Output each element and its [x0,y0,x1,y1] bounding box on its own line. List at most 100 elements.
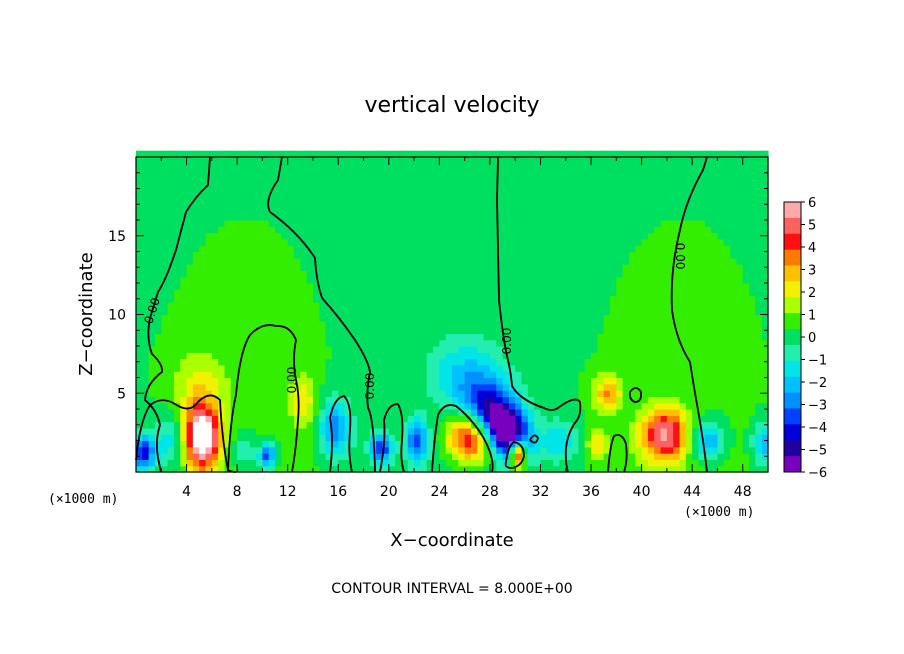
heat-cell [584,295,592,303]
heat-cell [673,446,681,454]
heat-cell [749,346,756,353]
heat-cell [192,409,200,416]
heat-cell [730,270,737,278]
heat-cell [603,226,611,234]
heat-cell [167,377,175,385]
heat-cell [420,220,428,227]
heat-cell [199,409,207,416]
heat-cell [136,283,143,290]
heat-cell [407,207,415,215]
heat-cell [224,390,232,397]
heat-cell [641,465,649,473]
heat-cell [369,358,377,366]
heat-cell [723,220,731,227]
heat-cell [521,270,529,278]
heat-cell [376,459,384,467]
heat-cell [199,308,207,316]
heat-cell [603,352,611,360]
heat-cell [635,276,643,284]
heat-cell [622,194,630,202]
heat-cell [452,301,459,309]
heat-cell [199,163,207,171]
heat-cell [521,301,529,309]
heat-cell [363,188,371,196]
heat-cell [281,396,289,404]
heat-cell [136,194,143,202]
heat-cell [628,150,636,158]
heat-cell [654,308,662,316]
heat-cell [749,188,756,196]
heat-cell [230,251,238,259]
heat-cell [230,364,238,372]
heat-cell [369,346,377,353]
heat-cell [496,327,504,334]
heat-cell [553,257,561,265]
heat-cell [300,459,308,467]
heat-cell [546,427,554,435]
heat-cell [433,276,440,284]
heat-cell [578,182,586,190]
heat-cell [591,226,598,234]
heat-cell [572,434,579,442]
heat-cell [515,434,523,442]
heat-cell [433,402,440,410]
heat-cell [300,352,308,360]
heat-cell [180,201,188,208]
heat-cell [180,415,188,423]
heat-cell [679,175,687,183]
heat-cell [180,427,188,435]
heat-cell [382,251,390,259]
heat-cell [319,201,327,208]
heat-cell [717,465,725,473]
heat-cell [647,182,655,190]
heat-cell [205,283,213,290]
heat-cell [306,169,314,177]
heat-cell [723,453,731,460]
heat-cell [628,163,636,171]
heat-cell [546,251,554,259]
heat-cell [477,295,485,303]
heat-cell [458,157,466,164]
heat-cell [635,402,643,410]
heat-cell [154,446,162,454]
heat-cell [730,220,737,227]
heat-cell [540,163,548,171]
heat-cell [685,283,693,290]
heat-cell [597,409,605,416]
heat-cell [154,238,162,246]
heat-cell [565,264,573,271]
heat-cell [338,289,346,297]
heat-cell [401,308,409,316]
heat-cell [597,270,605,278]
heat-cell [540,194,548,202]
heat-cell [154,169,162,177]
heat-cell [136,289,143,297]
heat-cell [363,339,371,347]
heat-cell [527,295,535,303]
heat-cell [287,358,295,366]
heat-cell [186,358,194,366]
heat-cell [559,383,567,391]
heat-cell [527,194,535,202]
heat-cell [211,213,219,221]
heat-cell [679,415,687,423]
heat-cell [679,150,687,158]
heat-cell [388,446,396,454]
heat-cell [350,289,358,297]
heat-cell [666,333,674,341]
heat-cell [458,308,466,316]
heat-cell [167,415,175,423]
heat-cell [243,175,251,183]
heat-cell [711,163,719,171]
heat-cell [704,308,712,316]
heat-cell [369,396,377,404]
heat-cell [534,459,542,467]
heat-cell [382,182,390,190]
heat-cell [306,459,314,467]
heat-cell [230,390,238,397]
heat-cell [154,314,162,322]
heat-cell [268,446,276,454]
heat-cell [610,440,617,448]
heat-cell [249,371,257,379]
heat-cell [559,157,567,164]
